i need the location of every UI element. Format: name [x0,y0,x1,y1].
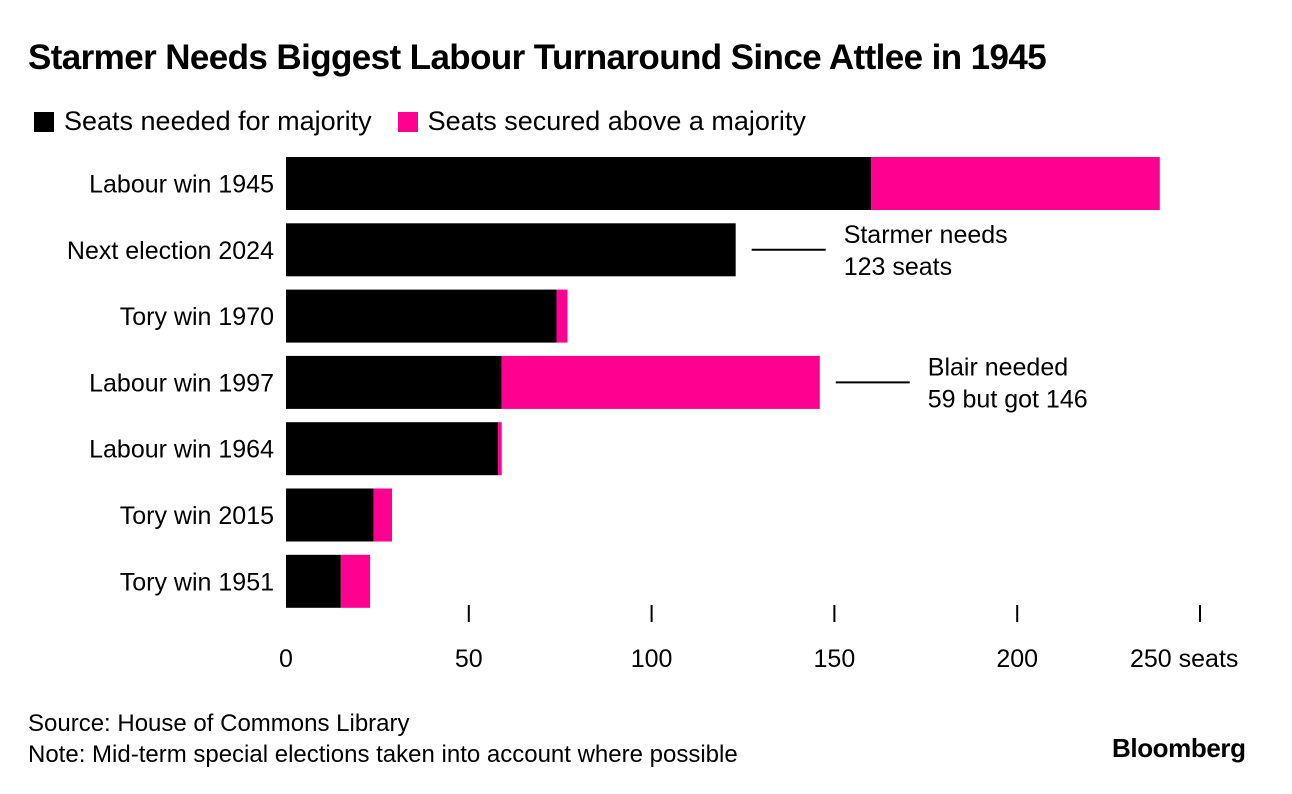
category-label-tory-win-2015: Tory win 2015 [120,502,274,530]
bar-needed-labour-win-1964 [286,422,499,476]
legend-swatch-needed [34,111,54,132]
category-label-tory-win-1970: Tory win 1970 [120,303,274,331]
bar-needed-labour-win-1997 [286,355,502,409]
source-note: Source: House of Commons Library [28,710,410,737]
category-label-labour-win-1945: Labour win 1945 [89,171,274,199]
bar-needed-tory-win-1970 [286,289,557,343]
legend-swatch-secured [397,111,418,132]
legend-label-secured: Seats secured above a majority [427,106,806,136]
bar-needed-labour-win-1945 [286,157,871,210]
annotation-text-next-election-2024: Starmer needs [844,221,1008,249]
category-label-next-election-2024: Next election 2024 [67,237,274,265]
bar-secured-labour-win-1964 [498,422,502,476]
legend-item-secured: Seats secured above a majority [397,106,806,137]
category-label-labour-win-1964: Labour win 1964 [89,436,274,464]
bar-secured-tory-win-1951 [340,554,371,608]
annotation-text-labour-win-1997: 59 but got 146 [928,385,1088,413]
bar-needed-tory-win-2015 [286,488,374,542]
category-label-tory-win-1951: Tory win 1951 [120,568,274,596]
annotation-text-labour-win-1997: Blair needed [928,353,1068,381]
bar-secured-labour-win-1997 [501,355,820,409]
legend-item-needed: Seats needed for majority [34,106,372,137]
bloomberg-logo: Bloomberg [1112,733,1246,763]
footnote: Note: Mid-term special elections taken i… [28,741,738,768]
chart-title: Starmer Needs Biggest Labour Turnaround … [28,38,1047,77]
x-tick-label-0: 0 [279,645,293,673]
category-label-labour-win-1997: Labour win 1997 [89,369,274,397]
annotation-text-next-election-2024: 123 seats [844,253,952,281]
chart-legend: Seats needed for majority Seats secured … [34,106,832,137]
bar-secured-tory-win-2015 [373,488,393,542]
x-tick-label-100: 100 [631,645,673,673]
bar-needed-next-election-2024 [286,223,736,277]
x-tick-label-150: 150 [814,645,856,673]
bar-secured-labour-win-1945 [870,157,1160,210]
legend-label-needed: Seats needed for majority [64,106,372,136]
x-tick-label-250: 250 seats [1130,645,1238,673]
bar-secured-tory-win-1970 [556,289,568,343]
bar-needed-tory-win-1951 [286,554,341,608]
x-tick-label-50: 50 [455,645,483,673]
chart-footer: Source: House of Commons Library Note: M… [28,708,738,770]
x-tick-label-200: 200 [996,645,1038,673]
